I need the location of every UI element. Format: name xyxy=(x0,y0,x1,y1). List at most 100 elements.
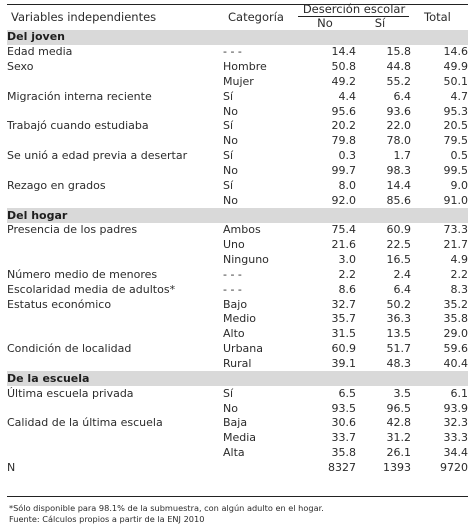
variable-cell: Migración interna reciente xyxy=(7,89,152,103)
total-value-cell: 50.1 xyxy=(443,74,469,88)
table-row: Alta 35.8 26.1 34.4 xyxy=(7,446,468,461)
category-cell: Mujer xyxy=(223,74,254,88)
table-row: Condición de localidad Urbana 60.9 51.7 59.6 xyxy=(7,342,468,357)
footnote-note: *Sólo disponible para 98.1% de la submue… xyxy=(9,503,324,513)
total-value-cell: 99.5 xyxy=(443,164,469,178)
category-cell: Sí xyxy=(223,178,234,192)
table-row: No 95.6 93.6 95.3 xyxy=(7,104,468,119)
header-categoria: Categoría xyxy=(228,10,284,24)
si-value-cell: 48.3 xyxy=(386,356,412,370)
no-value-cell: 8327 xyxy=(328,460,356,474)
total-value-cell: 34.4 xyxy=(443,446,469,460)
table-row: Calidad de la última escuela Baja 30.6 42.8… xyxy=(7,416,468,431)
variable-cell xyxy=(7,75,223,90)
category-cell: Sí xyxy=(223,119,234,133)
si-value-cell: 36.3 xyxy=(386,312,412,326)
si-value-cell: 60.9 xyxy=(386,223,412,237)
header-no: No xyxy=(317,16,333,30)
table-row: Última escuela privada Sí 6.5 3.5 6.1 xyxy=(7,386,468,401)
total-value-cell: 79.5 xyxy=(443,134,469,148)
variable-cell xyxy=(7,238,223,253)
si-value-cell: 78.0 xyxy=(386,134,412,148)
variable-cell xyxy=(7,312,223,327)
table-row: Presencia de los padres Ambos 75.4 60.9 73.3 xyxy=(7,223,468,238)
si-value-cell: 22.5 xyxy=(386,238,412,252)
no-value-cell: 39.1 xyxy=(331,356,357,370)
table-row: Se unió a edad previa a desertar Sí 0.3 1.7… xyxy=(7,149,468,164)
no-value-cell: 35.8 xyxy=(331,446,357,460)
variable-cell: Calidad de la última escuela xyxy=(7,416,163,430)
section-row: Del joven xyxy=(7,30,469,45)
variable-cell: Número medio de menores xyxy=(7,267,158,281)
section-label: Del joven xyxy=(7,30,469,45)
category-cell: Hombre xyxy=(223,60,267,74)
no-value-cell: 60.9 xyxy=(331,342,357,356)
si-value-cell: 42.8 xyxy=(386,416,412,430)
si-value-cell: 1393 xyxy=(383,460,411,474)
category-cell: Uno xyxy=(223,238,245,252)
no-value-cell: 31.5 xyxy=(331,327,357,341)
no-value-cell: 8.6 xyxy=(338,282,357,296)
section-label: De la escuela xyxy=(7,371,469,387)
category-cell: Media xyxy=(223,431,257,445)
category-cell: Sí xyxy=(223,386,234,400)
category-cell: Rural xyxy=(223,356,252,370)
total-value-cell: 14.6 xyxy=(443,45,469,59)
total-value-cell: 59.6 xyxy=(443,342,469,356)
total-value-cell: 32.3 xyxy=(443,416,469,430)
no-value-cell: 0.3 xyxy=(338,149,357,163)
category-cell: No xyxy=(223,401,238,415)
table-row: Alto 31.5 13.5 29.0 xyxy=(7,327,468,342)
footnote-source: Fuente: Cálculos propios a partir de la … xyxy=(9,514,205,524)
category-cell xyxy=(223,460,299,475)
table-row: No 99.7 98.3 99.5 xyxy=(7,164,468,179)
total-value-cell: 9720 xyxy=(440,460,469,474)
no-value-cell: 49.2 xyxy=(331,74,357,88)
table-row: Trabajó cuando estudiaba Sí 20.2 22.0 20.5 xyxy=(7,119,468,134)
si-value-cell: 3.5 xyxy=(393,386,412,400)
si-value-cell: 6.4 xyxy=(393,282,412,296)
category-cell: Ambos xyxy=(223,223,261,237)
table-row: No 92.0 85.6 91.0 xyxy=(7,193,468,208)
no-value-cell: 95.6 xyxy=(331,104,357,118)
section-label: Del hogar xyxy=(7,208,469,223)
variable-cell xyxy=(7,193,223,208)
table-row: No 79.8 78.0 79.5 xyxy=(7,134,468,149)
variable-cell: Escolaridad media de adultos* xyxy=(7,282,176,296)
total-value-cell: 40.4 xyxy=(443,356,469,370)
no-value-cell: 33.7 xyxy=(331,431,357,445)
no-value-cell: 21.6 xyxy=(331,238,357,252)
no-value-cell: 32.7 xyxy=(331,297,357,311)
category-cell: Sí xyxy=(223,149,234,163)
variable-cell: Rezago en grados xyxy=(7,178,106,192)
variable-cell xyxy=(7,446,223,461)
header-total: Total xyxy=(424,10,451,24)
table-row: No 93.5 96.5 93.9 xyxy=(7,401,468,416)
no-value-cell: 20.2 xyxy=(331,119,357,133)
table-row: Medio 35.7 36.3 35.8 xyxy=(7,312,468,327)
category-cell: - - - xyxy=(223,45,242,59)
variable-cell xyxy=(7,134,223,149)
table-row: Escolaridad media de adultos* - - - 8.6 6.4… xyxy=(7,282,468,297)
si-value-cell: 44.8 xyxy=(386,60,412,74)
desercion-subrule xyxy=(298,16,409,17)
category-cell: Alto xyxy=(223,327,245,341)
table-row: Estatus económico Bajo 32.7 50.2 35.2 xyxy=(7,297,468,312)
category-cell: Bajo xyxy=(223,297,248,311)
variable-cell: Última escuela privada xyxy=(7,386,134,400)
total-value-cell: 93.9 xyxy=(443,401,469,415)
si-value-cell: 14.4 xyxy=(386,178,412,192)
si-value-cell: 93.6 xyxy=(386,104,412,118)
category-cell: Medio xyxy=(223,312,257,326)
total-value-cell: 9.0 xyxy=(450,178,469,192)
variable-cell: Estatus económico xyxy=(7,297,112,311)
variable-cell: Se unió a edad previa a desertar xyxy=(7,149,188,163)
total-value-cell: 20.5 xyxy=(443,119,469,133)
si-value-cell: 51.7 xyxy=(386,342,412,356)
category-cell: Sí xyxy=(223,89,234,103)
table-row: Edad media - - - 14.4 15.8 14.6 xyxy=(7,45,468,60)
total-value-cell: 4.7 xyxy=(450,89,469,103)
header-variables: Variables independientes xyxy=(11,10,157,24)
no-value-cell: 35.7 xyxy=(331,312,357,326)
no-value-cell: 8.0 xyxy=(338,178,357,192)
